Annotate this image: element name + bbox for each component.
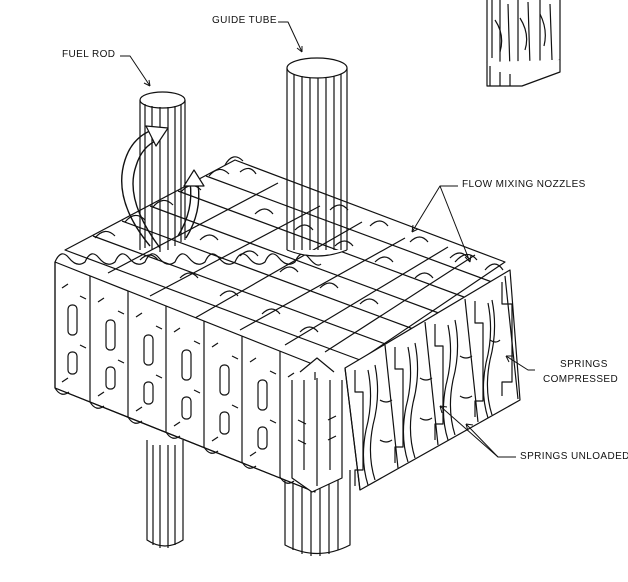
springs-unloaded-label: SPRINGS UNLOADED — [520, 451, 628, 462]
curved-arrow — [121, 125, 205, 249]
fuel-rod-upper — [139, 91, 186, 252]
guide-tube-lower — [284, 470, 351, 556]
springs-compressed-leader — [505, 355, 535, 371]
inset-detail-sketch — [486, 0, 561, 87]
springs-unloaded-leader-a — [465, 423, 516, 458]
springs-unloaded-leader-b — [439, 405, 499, 458]
leader-lines — [120, 21, 535, 458]
guide-tube-label: GUIDE TUBE — [212, 15, 277, 26]
fuel-rod-leader — [120, 55, 151, 87]
grid-front-right-face — [344, 269, 521, 491]
fuel-rod-label: FUEL ROD — [62, 49, 116, 60]
springs-compressed-label-line1: SPRINGS — [560, 359, 608, 370]
guide-tube-leader — [278, 21, 303, 53]
guide-tube-sleeve — [291, 357, 343, 493]
flow-mixing-nozzles-leader-a — [411, 185, 458, 233]
guide-tube-upper — [286, 57, 348, 257]
springs-compressed-label-line2: COMPRESSED — [543, 374, 619, 385]
flow-mixing-nozzles-label: FLOW MIXING NOZZLES — [462, 179, 586, 190]
flow-mixing-nozzles-leader-b — [439, 185, 471, 263]
fuel-rod-lower — [146, 440, 184, 548]
